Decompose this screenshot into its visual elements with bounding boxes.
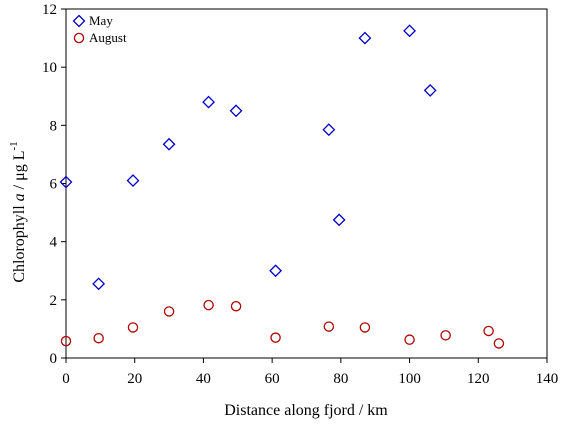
august-point xyxy=(323,321,335,332)
may-point xyxy=(162,137,176,151)
august-point xyxy=(93,332,104,344)
legend: May August xyxy=(72,13,127,45)
x-tick-label: 0 xyxy=(62,371,70,387)
x-tick-label: 60 xyxy=(265,371,280,387)
legend-label-may: May xyxy=(89,13,113,28)
may-point xyxy=(423,84,437,97)
may-point xyxy=(332,213,346,227)
y-tick-label: 8 xyxy=(50,118,58,134)
y-axis-label-superscript: -1 xyxy=(8,141,20,150)
x-tick-label: 40 xyxy=(196,371,211,387)
y-tick-label: 2 xyxy=(50,293,58,309)
august-point xyxy=(230,300,242,312)
y-axis-label: Chlorophyll a / μg L-1 xyxy=(8,141,28,282)
y-axis-label-units: / μg L xyxy=(11,151,28,194)
may-point xyxy=(358,31,372,45)
may-point xyxy=(269,264,282,278)
x-tick-label: 120 xyxy=(467,371,490,387)
august-point xyxy=(163,306,175,317)
august-point xyxy=(404,334,415,345)
may-point xyxy=(92,277,106,291)
august-point xyxy=(127,322,139,333)
may-point xyxy=(59,175,73,189)
data-points xyxy=(59,24,505,349)
legend-marker-may xyxy=(72,14,86,28)
august-point xyxy=(440,330,451,341)
x-tick-label: 20 xyxy=(127,371,142,387)
y-axis-label-prefix: Chlorophyll xyxy=(11,201,28,282)
may-point xyxy=(322,123,336,137)
august-point xyxy=(60,335,72,347)
august-point xyxy=(270,332,281,343)
legend-marker-august xyxy=(73,32,85,44)
y-tick-label: 6 xyxy=(50,177,58,193)
may-point xyxy=(126,174,140,188)
y-tick-label: 0 xyxy=(50,351,58,367)
axes xyxy=(65,8,548,359)
august-point xyxy=(493,338,505,349)
y-tick-label: 4 xyxy=(50,235,58,251)
ticks: 0 20 40 60 80 100 120 140 0 2 4 6 8 10 12 xyxy=(42,2,558,387)
x-axis-label: Distance along fjord / km xyxy=(224,402,388,419)
may-point xyxy=(403,24,416,38)
plot-frame xyxy=(65,8,548,359)
august-point xyxy=(483,325,494,337)
may-point xyxy=(229,104,243,118)
legend-label-august: August xyxy=(89,30,127,45)
y-tick-label: 10 xyxy=(42,60,57,76)
august-point xyxy=(359,322,371,333)
x-tick-label: 100 xyxy=(398,371,421,387)
y-tick-label: 12 xyxy=(42,2,57,18)
y-axis-label-italic: a xyxy=(11,193,28,201)
may-point xyxy=(202,95,216,109)
x-tick-label: 80 xyxy=(333,371,348,387)
august-point xyxy=(203,299,214,311)
x-tick-label: 140 xyxy=(536,371,559,387)
